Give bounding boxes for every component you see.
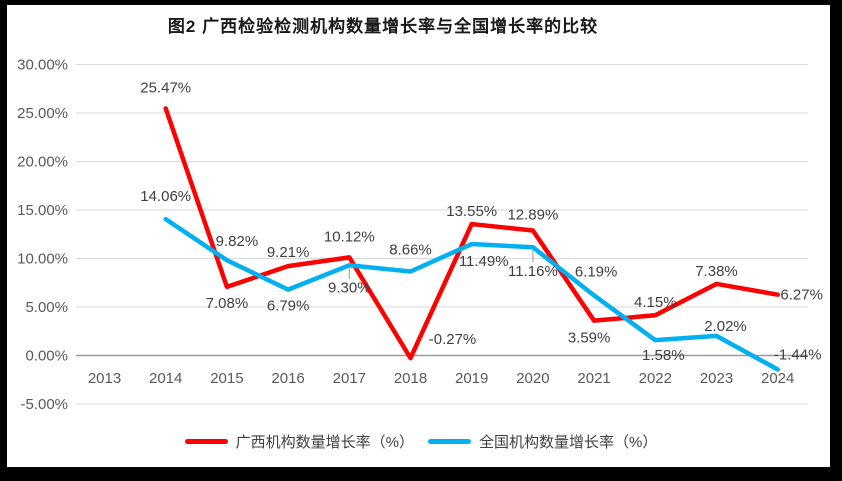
- data-label-guangxi: 9.21%: [267, 244, 310, 261]
- y-axis-tick-label: 20.00%: [17, 154, 68, 171]
- y-axis-tick-label: 25.00%: [17, 105, 68, 122]
- legend-label-guangxi: 广西机构数量增长率（%）: [235, 434, 414, 451]
- y-axis-tick-label: 15.00%: [17, 202, 68, 219]
- data-label-guangxi: 4.15%: [634, 294, 677, 311]
- series-line-national: [163, 216, 780, 372]
- data-label-national: 14.06%: [140, 188, 191, 205]
- x-axis-year-label: 2021: [577, 370, 610, 387]
- series-line-guangxi: [163, 106, 780, 361]
- x-axis-year-label: 2022: [639, 370, 672, 387]
- data-label-national: 11.49%: [459, 253, 509, 270]
- data-label-national: 11.16%: [508, 263, 558, 280]
- legend-item-guangxi: 广西机构数量增长率（%）: [184, 431, 414, 452]
- y-axis-tick-label: 10.00%: [17, 251, 68, 268]
- x-axis-year-label: 2023: [700, 370, 733, 387]
- legend-item-national: 全国机构数量增长率（%）: [428, 431, 657, 452]
- data-label-national: -1.44%: [774, 346, 822, 363]
- data-label-national: 9.30%: [328, 279, 371, 296]
- legend-swatch-guangxi-icon: [184, 439, 228, 444]
- chart-title: 图2 广西检验检测机构数量增长率与全国增长率的比较: [167, 17, 599, 36]
- data-label-guangxi: 12.89%: [507, 206, 558, 223]
- y-axis-tick-label: 5.00%: [25, 299, 68, 316]
- x-axis-year-label: 2014: [149, 370, 182, 387]
- data-label-guangxi: 10.12%: [324, 228, 375, 245]
- x-axis-year-label: 2018: [394, 370, 427, 387]
- data-label-guangxi: 7.38%: [695, 263, 738, 280]
- data-label-guangxi: 7.08%: [206, 295, 249, 312]
- x-axis-year-label: 2015: [210, 370, 243, 387]
- data-label-guangxi: 3.59%: [568, 330, 611, 347]
- data-label-guangxi: 6.27%: [780, 287, 823, 304]
- legend-swatch-national-icon: [428, 439, 471, 444]
- y-axis-tick-label: 0.00%: [25, 348, 68, 365]
- data-label-guangxi: -0.27%: [429, 331, 477, 348]
- x-axis-year-label: 2019: [455, 370, 488, 387]
- data-label-national: 6.19%: [575, 263, 618, 280]
- data-label-national: 6.79%: [267, 298, 310, 315]
- legend-label-national: 全国机构数量增长率（%）: [479, 434, 658, 451]
- data-label-guangxi: 13.55%: [446, 203, 497, 220]
- data-label-national: 2.02%: [704, 318, 747, 335]
- y-axis-tick-label: 30.00%: [17, 57, 68, 74]
- data-label-national: 9.82%: [216, 233, 259, 250]
- data-label-national: 1.58%: [642, 347, 685, 364]
- x-axis-year-label: 2017: [333, 370, 366, 387]
- x-axis-year-label: 2024: [761, 370, 794, 387]
- y-axis-tick-label: -5.00%: [20, 396, 68, 413]
- x-axis-year-label: 2016: [271, 370, 304, 387]
- x-axis-year-label: 2013: [88, 370, 121, 387]
- data-label-guangxi: 25.47%: [140, 79, 191, 96]
- chart-legend: 广西机构数量增长率（%） 全国机构数量增长率（%）: [0, 431, 842, 452]
- data-label-national: 8.66%: [389, 241, 432, 258]
- x-axis-year-label: 2020: [516, 370, 549, 387]
